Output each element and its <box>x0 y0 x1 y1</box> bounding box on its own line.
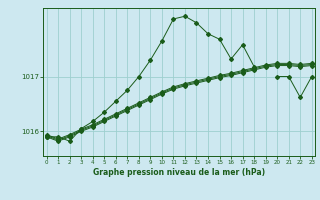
X-axis label: Graphe pression niveau de la mer (hPa): Graphe pression niveau de la mer (hPa) <box>93 168 265 177</box>
